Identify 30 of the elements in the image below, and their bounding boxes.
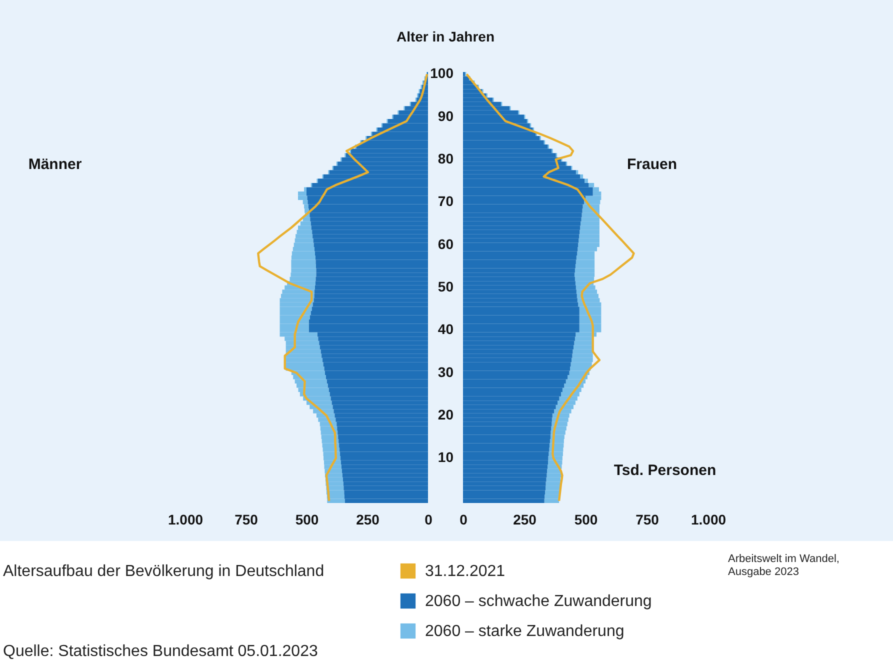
legend-label: 2060 – starke Zuwanderung xyxy=(425,623,624,640)
x-tick-label: 500 xyxy=(574,512,598,528)
y-tick-label: 80 xyxy=(438,150,454,166)
text: Altersaufbau der Bevölkerung in Deutschland xyxy=(3,563,324,580)
x-tick-label: 1.000 xyxy=(168,512,204,528)
x-tick-label: 500 xyxy=(295,512,319,528)
x-tick-label: 250 xyxy=(513,512,537,528)
legend-label: 2060 – schwache Zuwanderung xyxy=(425,593,652,610)
x-tick-label: 750 xyxy=(636,512,660,528)
y-tick-label: 60 xyxy=(438,236,454,252)
source-note: Quelle: Statistisches Bundesamt 05.01.2023 xyxy=(3,643,318,660)
y-axis-title: Alter in Jahren xyxy=(396,28,495,44)
annotation: Tsd. Personen xyxy=(614,462,716,479)
y-tick-label: 20 xyxy=(438,406,454,423)
y-tick-label: 50 xyxy=(438,278,454,294)
y-tick-label: 40 xyxy=(438,321,454,338)
annotation: Frauen xyxy=(626,156,678,173)
x-tick-label: 0 xyxy=(460,512,468,528)
x-tick-label: 750 xyxy=(234,512,258,528)
y-tick-label: 70 xyxy=(438,193,454,210)
y-tick-label: 100 xyxy=(430,65,454,82)
text: Männer xyxy=(28,156,82,173)
y-tick-label: 90 xyxy=(438,108,454,124)
x-tick-label: 250 xyxy=(356,512,380,528)
y-tick-label: 10 xyxy=(438,449,454,466)
legend-label: 31.12.2021 xyxy=(425,563,506,580)
x-tick-label: 1.000 xyxy=(690,512,726,528)
x-tick-label: 0 xyxy=(424,512,433,528)
y-tick-label: 30 xyxy=(438,364,454,380)
text: Arbeitswelt im Wandel, Ausgabe 2023 xyxy=(728,553,840,578)
